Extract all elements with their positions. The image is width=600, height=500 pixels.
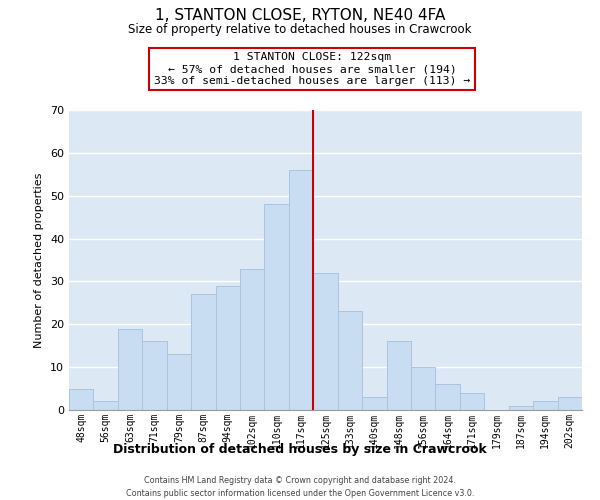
Bar <box>313 273 338 410</box>
Text: Size of property relative to detached houses in Crawcrook: Size of property relative to detached ho… <box>128 22 472 36</box>
Bar <box>94 402 118 410</box>
Text: Distribution of detached houses by size in Crawcrook: Distribution of detached houses by size … <box>113 442 487 456</box>
Bar <box>118 328 142 410</box>
Text: Contains HM Land Registry data © Crown copyright and database right 2024.
Contai: Contains HM Land Registry data © Crown c… <box>126 476 474 498</box>
Bar <box>191 294 215 410</box>
Bar <box>509 406 533 410</box>
Bar <box>436 384 460 410</box>
Bar <box>557 397 582 410</box>
Bar <box>142 342 167 410</box>
Bar <box>460 393 484 410</box>
Bar <box>240 268 265 410</box>
Bar <box>167 354 191 410</box>
Y-axis label: Number of detached properties: Number of detached properties <box>34 172 44 348</box>
Bar <box>265 204 289 410</box>
Bar <box>215 286 240 410</box>
Bar <box>362 397 386 410</box>
Text: 1 STANTON CLOSE: 122sqm
← 57% of detached houses are smaller (194)
33% of semi-d: 1 STANTON CLOSE: 122sqm ← 57% of detache… <box>154 52 470 86</box>
Text: 1, STANTON CLOSE, RYTON, NE40 4FA: 1, STANTON CLOSE, RYTON, NE40 4FA <box>155 8 445 22</box>
Bar <box>411 367 436 410</box>
Bar <box>289 170 313 410</box>
Bar <box>533 402 557 410</box>
Bar <box>338 312 362 410</box>
Bar <box>386 342 411 410</box>
Bar <box>69 388 94 410</box>
